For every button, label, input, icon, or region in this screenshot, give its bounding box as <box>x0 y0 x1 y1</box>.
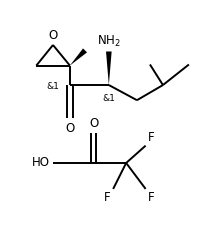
Polygon shape <box>70 48 87 65</box>
Text: &1: &1 <box>46 82 59 91</box>
Polygon shape <box>106 52 112 85</box>
Text: F: F <box>148 131 155 144</box>
Text: O: O <box>48 30 58 42</box>
Text: O: O <box>89 117 98 130</box>
Text: F: F <box>148 191 155 204</box>
Text: &1: &1 <box>102 94 115 103</box>
Text: HO: HO <box>32 156 50 169</box>
Text: F: F <box>104 191 111 204</box>
Text: NH$_2$: NH$_2$ <box>97 34 121 49</box>
Text: O: O <box>65 122 75 135</box>
